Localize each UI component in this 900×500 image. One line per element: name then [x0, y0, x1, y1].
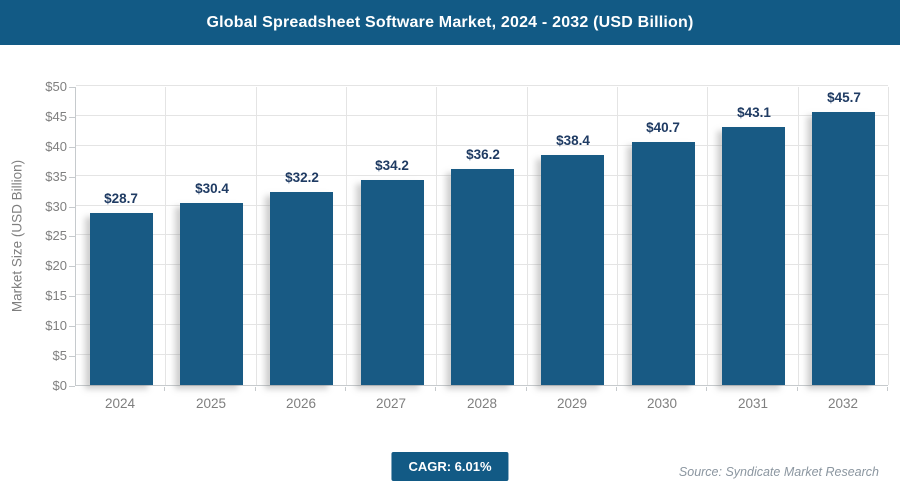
h-gridline	[76, 115, 888, 116]
x-category-label: 2027	[375, 396, 407, 411]
y-tick-label: $40	[45, 139, 67, 154]
y-axis-title: Market Size (USD Billion)	[9, 159, 25, 313]
y-tick-label: $0	[52, 378, 67, 393]
y-tick-mark	[69, 177, 75, 178]
bar	[722, 127, 785, 385]
bar	[361, 180, 424, 385]
v-gridline	[256, 87, 257, 385]
y-tick-mark	[69, 87, 75, 88]
bar-value-label: $45.7	[827, 90, 861, 105]
x-category-label: 2030	[646, 396, 678, 411]
y-tick-mark	[69, 386, 75, 387]
h-gridline	[76, 85, 888, 86]
y-tick-mark	[69, 356, 75, 357]
bar-value-label: $38.4	[556, 133, 590, 148]
bar	[812, 112, 875, 385]
y-tick-label: $50	[45, 79, 67, 94]
x-tick-mark	[255, 387, 256, 391]
bar-value-label: $28.7	[104, 191, 138, 206]
chart-title: Global Spreadsheet Software Market, 2024…	[206, 13, 694, 31]
v-gridline	[165, 87, 166, 385]
x-tick-mark	[616, 387, 617, 391]
x-tick-mark	[797, 387, 798, 391]
v-gridline	[436, 87, 437, 385]
v-gridline	[798, 87, 799, 385]
v-gridline	[617, 87, 618, 385]
y-tick-mark	[69, 326, 75, 327]
x-category-label: 2026	[285, 396, 317, 411]
v-gridline	[707, 87, 708, 385]
x-category-label: 2025	[195, 396, 227, 411]
y-tick-label: $10	[45, 318, 67, 333]
x-category-label: 2024	[104, 396, 136, 411]
cagr-badge: CAGR: 6.01%	[391, 452, 509, 481]
x-tick-mark	[435, 387, 436, 391]
bar-value-label: $43.1	[737, 105, 771, 120]
y-tick-mark	[69, 147, 75, 148]
y-tick-label: $25	[45, 228, 67, 243]
x-tick-mark	[526, 387, 527, 391]
x-tick-mark	[887, 387, 888, 391]
v-gridline	[888, 87, 889, 385]
bar	[541, 155, 604, 385]
bar	[90, 213, 153, 385]
y-tick-mark	[69, 117, 75, 118]
y-tick-label: $45	[45, 109, 67, 124]
y-tick-mark	[69, 266, 75, 267]
bar	[632, 142, 695, 385]
y-tick-mark	[69, 236, 75, 237]
y-tick-label: $15	[45, 288, 67, 303]
bar-value-label: $36.2	[466, 147, 500, 162]
y-tick-mark	[69, 296, 75, 297]
bar-value-label: $40.7	[646, 120, 680, 135]
y-tick-label: $20	[45, 258, 67, 273]
x-tick-mark	[164, 387, 165, 391]
y-tick-label: $5	[52, 348, 67, 363]
plot-area: $28.7 $30.4 $32.2 $34.2 $36.2 $38.4 $40.7 $43.1…	[75, 85, 889, 386]
h-gridline	[76, 145, 888, 146]
x-category-label: 2028	[466, 396, 498, 411]
y-tick-mark	[69, 207, 75, 208]
bar	[451, 169, 514, 385]
x-category-label: 2032	[827, 396, 859, 411]
x-tick-mark	[345, 387, 346, 391]
x-category-label: 2031	[737, 396, 769, 411]
y-tick-label: $30	[45, 199, 67, 214]
x-category-label: 2029	[556, 396, 588, 411]
bar-value-label: $30.4	[195, 181, 229, 196]
bar-value-label: $32.2	[285, 170, 319, 185]
chart-title-bar: Global Spreadsheet Software Market, 2024…	[0, 0, 900, 45]
source-text: Source: Syndicate Market Research	[678, 465, 879, 479]
y-tick-label: $35	[45, 169, 67, 184]
bar	[180, 203, 243, 385]
x-tick-mark	[706, 387, 707, 391]
bar	[270, 192, 333, 385]
bar-value-label: $34.2	[375, 158, 409, 173]
v-gridline	[527, 87, 528, 385]
v-gridline	[346, 87, 347, 385]
